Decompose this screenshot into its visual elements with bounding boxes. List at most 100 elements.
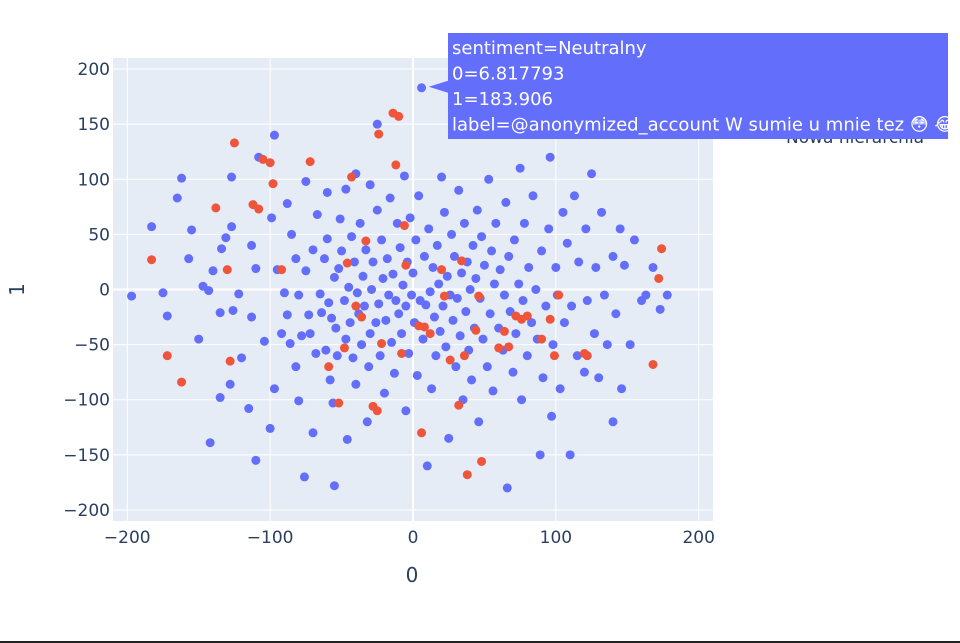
- point-other[interactable]: [445, 355, 455, 365]
- point-neutral[interactable]: [424, 224, 434, 234]
- point-neutral[interactable]: [504, 251, 514, 261]
- point-other[interactable]: [334, 398, 344, 408]
- point-neutral[interactable]: [322, 187, 332, 197]
- point-neutral[interactable]: [437, 172, 447, 182]
- point-neutral[interactable]: [425, 287, 435, 297]
- point-neutral[interactable]: [478, 334, 488, 344]
- point-neutral[interactable]: [468, 240, 478, 250]
- point-neutral[interactable]: [372, 205, 382, 215]
- point-neutral[interactable]: [304, 310, 314, 320]
- point-neutral[interactable]: [461, 307, 471, 317]
- point-neutral[interactable]: [569, 191, 579, 201]
- point-neutral[interactable]: [418, 334, 428, 344]
- point-neutral[interactable]: [442, 271, 452, 281]
- point-other[interactable]: [324, 362, 334, 372]
- point-neutral[interactable]: [377, 235, 387, 245]
- point-neutral[interactable]: [474, 417, 484, 427]
- point-neutral[interactable]: [455, 331, 465, 341]
- point-neutral[interactable]: [319, 254, 329, 264]
- point-neutral[interactable]: [215, 393, 225, 403]
- point-other[interactable]: [361, 236, 371, 246]
- point-other[interactable]: [499, 326, 509, 336]
- point-other[interactable]: [268, 179, 278, 189]
- point-neutral[interactable]: [567, 301, 577, 311]
- point-other[interactable]: [537, 334, 547, 344]
- point-neutral[interactable]: [488, 386, 498, 396]
- point-neutral[interactable]: [401, 406, 411, 416]
- point-neutral[interactable]: [227, 222, 237, 232]
- point-neutral[interactable]: [297, 331, 307, 341]
- point-neutral[interactable]: [428, 262, 438, 272]
- point-neutral[interactable]: [265, 423, 275, 433]
- point-neutral[interactable]: [435, 326, 445, 336]
- point-other[interactable]: [357, 312, 367, 322]
- point-other[interactable]: [342, 258, 352, 268]
- point-neutral[interactable]: [615, 224, 625, 234]
- point-neutral[interactable]: [472, 205, 482, 215]
- point-neutral[interactable]: [522, 351, 532, 361]
- point-neutral[interactable]: [162, 311, 172, 321]
- point-neutral[interactable]: [269, 384, 279, 394]
- point-neutral[interactable]: [452, 293, 462, 303]
- point-neutral[interactable]: [429, 312, 439, 322]
- point-neutral[interactable]: [582, 296, 592, 306]
- point-other[interactable]: [582, 351, 592, 361]
- point-neutral[interactable]: [548, 340, 558, 350]
- point-other[interactable]: [522, 311, 532, 321]
- point-other[interactable]: [399, 221, 409, 231]
- point-neutral[interactable]: [487, 246, 497, 256]
- point-neutral[interactable]: [485, 309, 495, 319]
- point-neutral[interactable]: [648, 262, 658, 272]
- point-neutral[interactable]: [247, 312, 257, 322]
- point-neutral[interactable]: [381, 315, 391, 325]
- point-neutral[interactable]: [339, 296, 349, 306]
- point-neutral[interactable]: [127, 291, 137, 301]
- point-neutral[interactable]: [204, 286, 214, 296]
- point-neutral[interactable]: [514, 279, 524, 289]
- point-other[interactable]: [339, 343, 349, 353]
- point-neutral[interactable]: [388, 269, 398, 279]
- point-other[interactable]: [377, 339, 387, 349]
- point-other[interactable]: [347, 172, 357, 182]
- point-neutral[interactable]: [517, 395, 527, 405]
- point-neutral[interactable]: [352, 288, 362, 298]
- point-neutral[interactable]: [587, 169, 597, 179]
- point-neutral[interactable]: [524, 262, 534, 272]
- point-neutral[interactable]: [434, 279, 444, 289]
- point-neutral[interactable]: [177, 173, 187, 183]
- point-neutral[interactable]: [379, 388, 389, 398]
- point-other[interactable]: [394, 111, 404, 121]
- point-neutral[interactable]: [325, 375, 335, 385]
- point-other[interactable]: [277, 265, 287, 275]
- point-neutral[interactable]: [599, 290, 609, 300]
- point-neutral[interactable]: [315, 289, 325, 299]
- point-neutral[interactable]: [451, 362, 461, 372]
- point-neutral[interactable]: [662, 290, 672, 300]
- point-neutral[interactable]: [247, 240, 257, 250]
- point-neutral[interactable]: [562, 238, 572, 248]
- point-neutral[interactable]: [427, 384, 437, 394]
- point-neutral[interactable]: [342, 434, 352, 444]
- point-neutral[interactable]: [335, 214, 345, 224]
- point-neutral[interactable]: [324, 298, 334, 308]
- point-neutral[interactable]: [484, 174, 494, 184]
- point-neutral[interactable]: [244, 404, 254, 414]
- point-neutral[interactable]: [322, 234, 332, 244]
- point-neutral[interactable]: [305, 329, 315, 339]
- point-neutral[interactable]: [344, 282, 354, 292]
- point-other[interactable]: [439, 291, 449, 301]
- point-neutral[interactable]: [408, 268, 418, 278]
- point-neutral[interactable]: [457, 268, 467, 278]
- point-neutral[interactable]: [641, 290, 651, 300]
- point-other[interactable]: [177, 377, 187, 387]
- point-neutral[interactable]: [205, 438, 215, 448]
- point-neutral[interactable]: [411, 235, 421, 245]
- point-neutral[interactable]: [477, 232, 487, 242]
- point-neutral[interactable]: [397, 329, 407, 339]
- point-neutral[interactable]: [509, 235, 519, 245]
- point-neutral[interactable]: [421, 300, 431, 310]
- point-neutral[interactable]: [357, 340, 367, 350]
- point-neutral[interactable]: [608, 417, 618, 427]
- point-neutral[interactable]: [559, 318, 569, 328]
- point-neutral[interactable]: [312, 210, 322, 220]
